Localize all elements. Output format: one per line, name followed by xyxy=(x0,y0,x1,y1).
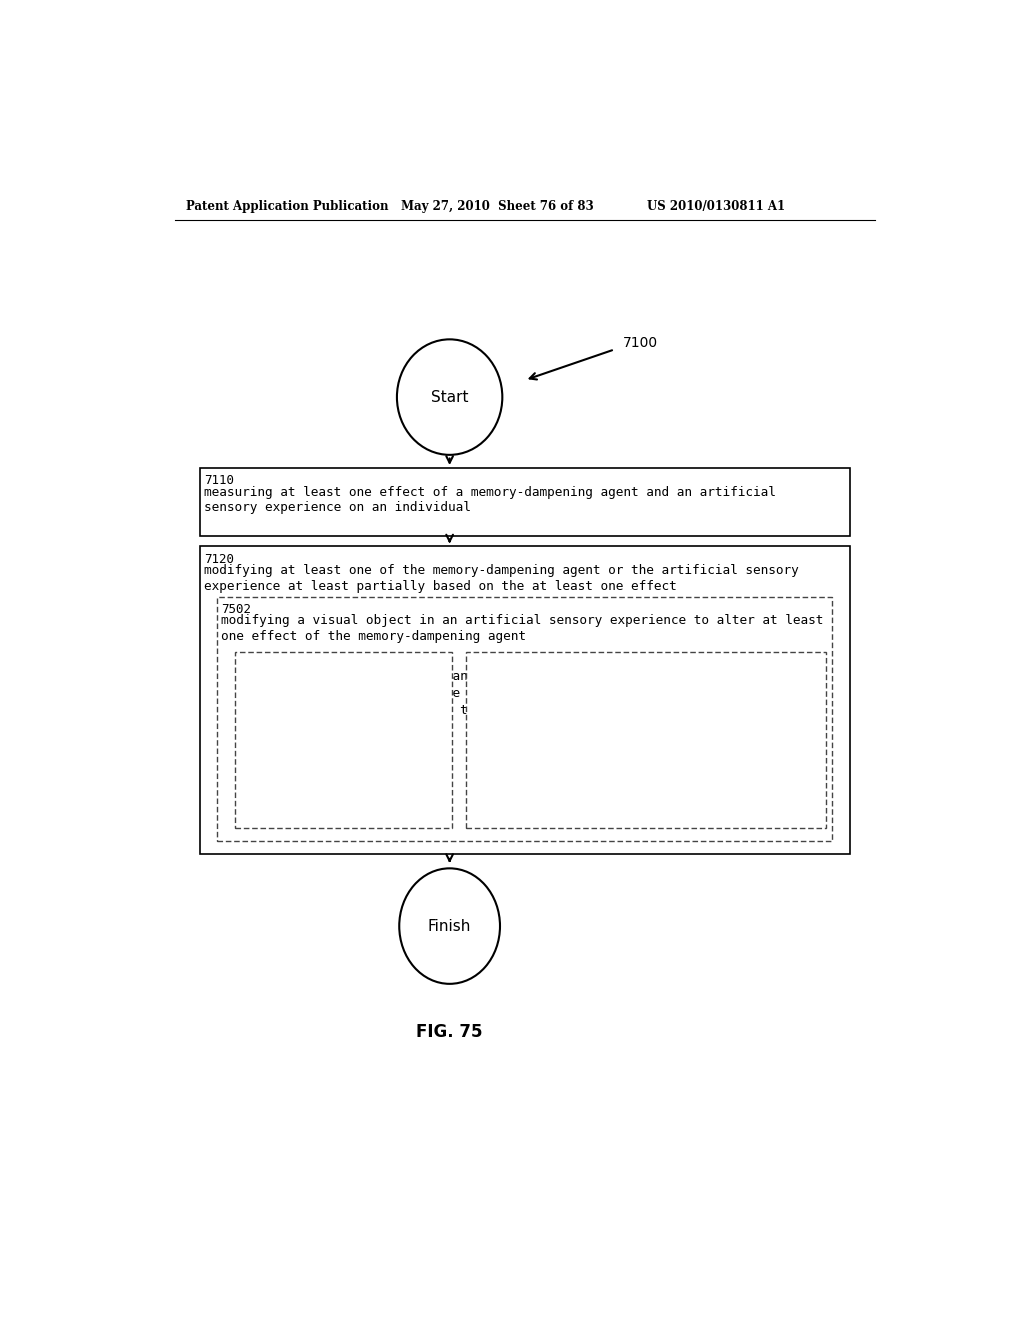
Text: modifying at least one of the memory-dampening agent or the artificial sensory: modifying at least one of the memory-dam… xyxy=(204,564,799,577)
Text: modifying at least a portion of
text of an artificial sensory
experience to alte: modifying at least a portion of text of … xyxy=(470,669,714,751)
Text: 7110: 7110 xyxy=(204,474,233,487)
Text: sensory experience on an individual: sensory experience on an individual xyxy=(204,502,471,513)
Text: modifying a visual object in an artificial sensory experience to alter at least: modifying a visual object in an artifici… xyxy=(221,614,823,627)
Text: 7502: 7502 xyxy=(221,603,251,615)
Text: US 2010/0130811 A1: US 2010/0130811 A1 xyxy=(647,199,785,213)
Text: 7504: 7504 xyxy=(239,659,269,671)
Text: FIG. 75: FIG. 75 xyxy=(417,1023,483,1041)
Text: Patent Application Publication: Patent Application Publication xyxy=(186,199,389,213)
Bar xyxy=(217,597,831,841)
Text: 7506: 7506 xyxy=(470,659,500,671)
Text: 7100: 7100 xyxy=(623,337,657,350)
Text: Finish: Finish xyxy=(428,919,471,933)
Bar xyxy=(466,652,826,828)
Text: modifying a color scheme of an
artificial sensory experience to
alter at least o: modifying a color scheme of an artificia… xyxy=(239,669,483,734)
Text: Start: Start xyxy=(431,389,468,405)
Bar xyxy=(234,652,452,828)
Text: measuring at least one effect of a memory-dampening agent and an artificial: measuring at least one effect of a memor… xyxy=(204,486,776,499)
Text: one effect of the memory-dampening agent: one effect of the memory-dampening agent xyxy=(221,630,526,643)
Bar xyxy=(200,546,850,854)
Bar xyxy=(200,469,850,536)
Text: experience at least partially based on the at least one effect: experience at least partially based on t… xyxy=(204,579,677,593)
Text: May 27, 2010  Sheet 76 of 83: May 27, 2010 Sheet 76 of 83 xyxy=(400,199,594,213)
Text: 7120: 7120 xyxy=(204,553,233,566)
